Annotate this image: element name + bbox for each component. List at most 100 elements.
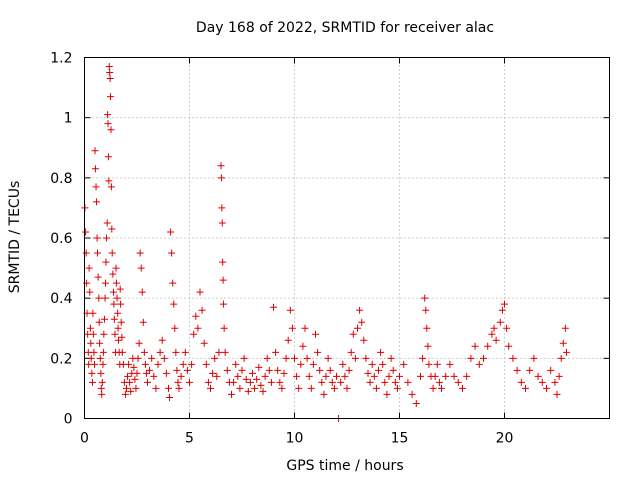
data-point bbox=[91, 360, 99, 368]
data-point bbox=[146, 366, 154, 374]
data-point bbox=[341, 372, 349, 380]
data-point bbox=[192, 312, 200, 320]
data-point bbox=[104, 111, 112, 119]
data-point bbox=[85, 360, 93, 368]
data-point bbox=[220, 324, 228, 332]
data-point bbox=[107, 126, 115, 134]
y-tick-label: 0 bbox=[64, 412, 73, 428]
data-point bbox=[112, 279, 120, 287]
data-point bbox=[412, 399, 420, 407]
data-point bbox=[503, 324, 511, 332]
data-point bbox=[299, 342, 307, 350]
data-point bbox=[117, 318, 125, 326]
data-point bbox=[324, 354, 332, 362]
data-point bbox=[267, 378, 275, 386]
data-point bbox=[85, 264, 93, 272]
data-point bbox=[471, 342, 479, 350]
data-point bbox=[97, 369, 105, 377]
data-point bbox=[160, 354, 168, 362]
data-point bbox=[211, 354, 219, 362]
data-point bbox=[343, 384, 351, 392]
data-point bbox=[253, 375, 261, 383]
data-point bbox=[86, 324, 94, 332]
data-point bbox=[255, 363, 263, 371]
data-point bbox=[534, 372, 542, 380]
data-point bbox=[101, 294, 109, 302]
data-point bbox=[190, 330, 198, 338]
data-point bbox=[425, 360, 433, 368]
data-point bbox=[118, 348, 126, 356]
data-point bbox=[167, 228, 175, 236]
data-point bbox=[148, 354, 156, 362]
data-point bbox=[217, 162, 225, 170]
data-point bbox=[100, 330, 108, 338]
data-point bbox=[121, 390, 129, 398]
data-point bbox=[209, 369, 217, 377]
data-point bbox=[467, 354, 475, 362]
data-point bbox=[110, 300, 118, 308]
data-point bbox=[158, 336, 166, 344]
data-point bbox=[244, 387, 252, 395]
y-tick-label: 1.2 bbox=[50, 51, 72, 67]
data-point bbox=[442, 372, 450, 380]
data-point bbox=[526, 366, 534, 374]
data-point bbox=[389, 366, 397, 374]
data-point bbox=[218, 204, 226, 212]
data-point bbox=[318, 378, 326, 386]
data-point bbox=[171, 324, 179, 332]
data-point bbox=[134, 354, 142, 362]
data-point bbox=[139, 318, 147, 326]
data-point bbox=[102, 279, 109, 287]
data-point bbox=[400, 360, 408, 368]
data-point bbox=[99, 360, 107, 368]
data-point bbox=[530, 354, 538, 362]
data-point bbox=[97, 384, 105, 392]
data-point bbox=[87, 339, 95, 347]
data-point bbox=[377, 348, 385, 356]
data-point bbox=[221, 348, 229, 356]
data-point bbox=[150, 372, 158, 380]
data-point bbox=[169, 279, 177, 287]
data-point bbox=[288, 324, 296, 332]
data-point bbox=[517, 378, 525, 386]
data-point bbox=[127, 387, 135, 395]
data-point bbox=[218, 219, 226, 227]
data-point bbox=[322, 372, 330, 380]
data-point bbox=[562, 348, 570, 356]
data-point bbox=[137, 264, 145, 272]
data-point bbox=[91, 147, 99, 155]
data-point bbox=[118, 333, 126, 341]
data-point bbox=[103, 234, 111, 242]
data-point bbox=[162, 369, 170, 377]
y-axis-title: SRMTID / TECUs bbox=[7, 181, 23, 294]
data-point bbox=[423, 324, 431, 332]
data-point bbox=[170, 300, 178, 308]
data-point bbox=[152, 384, 160, 392]
data-point bbox=[404, 378, 412, 386]
data-point bbox=[307, 384, 315, 392]
data-point bbox=[475, 360, 483, 368]
data-point bbox=[125, 360, 133, 368]
data-point bbox=[498, 306, 506, 314]
y-tick-label: 0.8 bbox=[50, 171, 72, 187]
data-point bbox=[555, 372, 563, 380]
data-point bbox=[104, 120, 112, 128]
data-point bbox=[165, 384, 172, 392]
y-tick-label: 0.4 bbox=[50, 291, 72, 307]
data-point bbox=[115, 336, 123, 344]
data-point bbox=[123, 384, 130, 392]
data-point bbox=[138, 288, 146, 296]
x-tick-label: 15 bbox=[391, 431, 409, 447]
data-point bbox=[484, 342, 492, 350]
data-point bbox=[280, 369, 288, 377]
data-point bbox=[140, 348, 148, 356]
data-point bbox=[196, 288, 204, 296]
data-point bbox=[265, 366, 273, 374]
data-point bbox=[223, 366, 231, 374]
data-point bbox=[133, 369, 141, 377]
data-point bbox=[360, 336, 368, 344]
data-point bbox=[424, 342, 432, 350]
data-point bbox=[236, 384, 244, 392]
data-point bbox=[219, 258, 227, 266]
